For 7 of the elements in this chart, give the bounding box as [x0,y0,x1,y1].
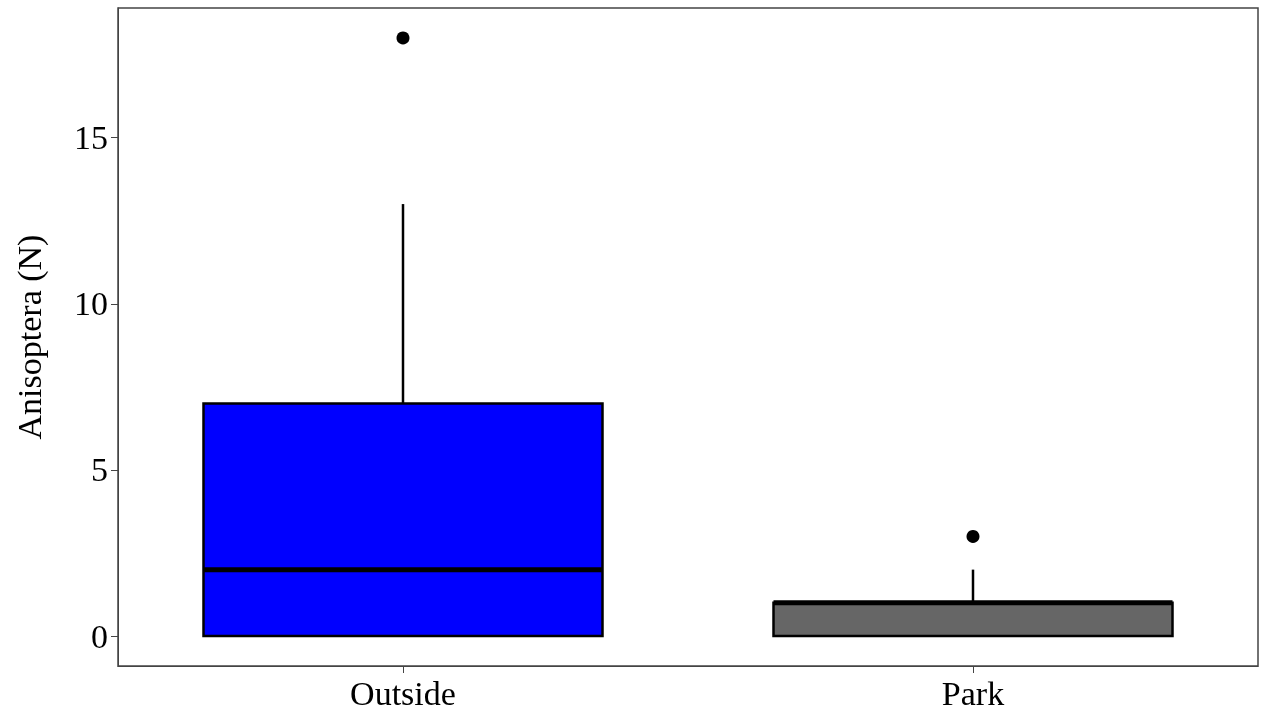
y-tick-label: 15 [74,119,108,157]
x-tick-label: Outside [350,674,456,712]
y-tick-label: 10 [74,285,108,323]
y-tick-label: 0 [91,617,108,655]
y-tick-label: 5 [91,451,108,489]
y-axis-title: Anisoptera (N) [10,234,49,440]
x-tick-label: Park [941,674,1005,712]
